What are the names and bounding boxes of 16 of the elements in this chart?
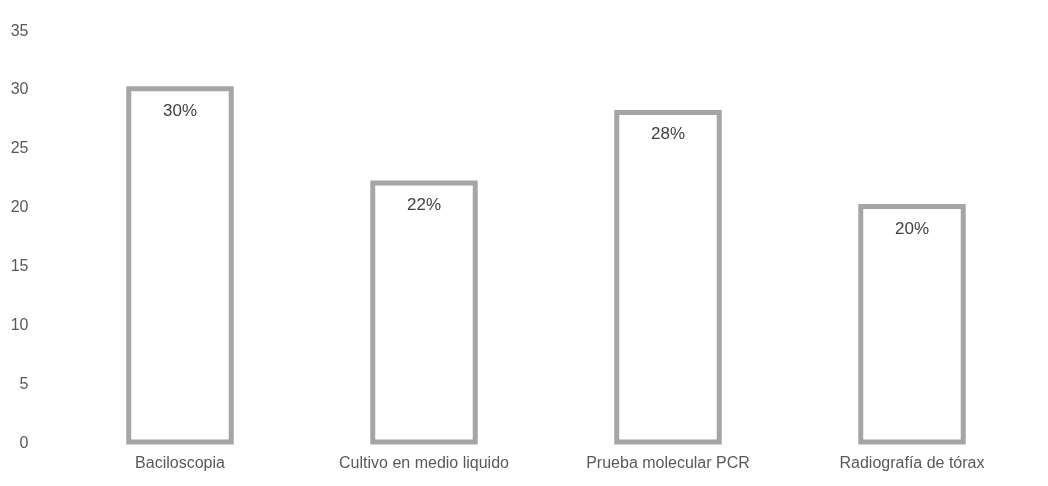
data-label: 30% [162, 100, 198, 120]
data-label: 22% [406, 195, 442, 215]
y-tick-label: 5 [19, 374, 29, 392]
y-tick-label: 0 [19, 433, 29, 451]
y-tick-label: 15 [10, 256, 29, 274]
x-tick-label: Cultivo en medio liquido [339, 453, 510, 471]
data-label: 28% [650, 124, 686, 144]
y-tick-label: 20 [10, 198, 29, 216]
x-tick-label: Baciloscopia [135, 453, 226, 471]
y-tick-label: 30 [10, 80, 29, 98]
y-tick-label: 25 [10, 139, 29, 157]
x-tick-label: Prueba molecular PCR [586, 453, 750, 471]
y-tick-label: 10 [10, 315, 29, 333]
x-tick-label: Radiografía de tórax [839, 453, 985, 471]
y-tick-label: 35 [10, 21, 29, 39]
data-label: 20% [894, 218, 930, 238]
